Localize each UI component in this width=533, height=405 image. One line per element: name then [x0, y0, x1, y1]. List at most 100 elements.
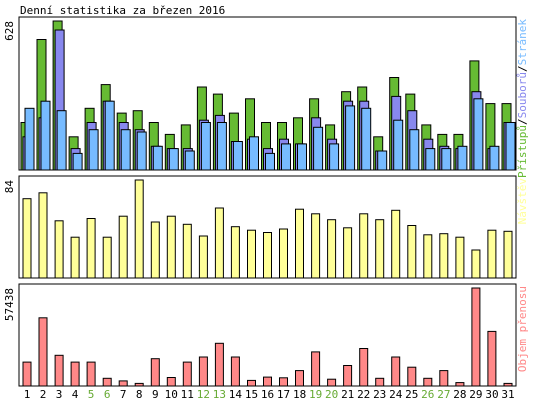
x-tick-label-day-11: 11 [181, 388, 194, 401]
bar-visits-day-7 [118, 215, 128, 279]
bar-pages-day-28 [457, 145, 468, 171]
bar-visits-day-27 [439, 233, 449, 279]
bar-visits-day-8 [134, 179, 144, 279]
x-tick-label-day-9: 9 [152, 388, 159, 401]
bar-kbytes-day-28 [455, 382, 465, 387]
bar-visits-day-1 [22, 198, 32, 279]
x-tick-label-day-25: 25 [405, 388, 418, 401]
bar-pages-day-29 [473, 98, 484, 171]
bar-kbytes-day-22 [359, 348, 369, 387]
bar-pages-day-25 [409, 129, 420, 171]
bar-pages-day-1 [24, 107, 35, 171]
bar-pages-day-18 [297, 143, 307, 171]
bar-kbytes-day-9 [150, 358, 160, 387]
bar-visits-day-22 [359, 213, 369, 279]
bar-visits-day-10 [166, 215, 176, 279]
bar-pages-day-30 [489, 145, 500, 171]
bar-kbytes-day-26 [423, 377, 433, 387]
bar-visits-day-18 [295, 208, 304, 279]
bar-visits-day-16 [263, 232, 272, 279]
x-tick-label-day-18: 18 [293, 388, 306, 401]
panel-scale-label: 57438 [3, 288, 16, 321]
bar-pages-day-5 [88, 129, 99, 171]
bar-kbytes-day-23 [375, 377, 385, 387]
panel-visits: 84 Návštěv [3, 175, 529, 279]
x-tick-label-day-20: 20 [325, 388, 338, 401]
bar-visits-day-26 [423, 234, 433, 279]
bar-kbytes-day-31 [503, 382, 513, 387]
x-tick-label-day-3: 3 [56, 388, 63, 401]
bar-kbytes-day-29 [471, 287, 481, 387]
bar-pages-day-14 [232, 141, 243, 171]
bar-kbytes-day-25 [407, 366, 417, 387]
x-tick-label-day-12: 12 [197, 388, 210, 401]
bar-visits-day-29 [471, 249, 481, 279]
bar-pages-day-4 [72, 152, 83, 171]
x-tick-label-day-19: 19 [309, 388, 322, 401]
bar-pages-day-6 [104, 100, 115, 171]
x-tick-label-day-15: 15 [245, 388, 258, 401]
bar-pages-day-3 [56, 110, 67, 171]
legend-separator: / [516, 118, 529, 125]
x-axis-day-labels: 1 2 3 4 5 6 7 8 9 10 11 12 13 14 15 16 17 18 19 20 21 22 23 24 2… [24, 388, 515, 401]
bar-pages-day-11 [184, 150, 195, 171]
x-tick-label-day-13: 13 [213, 388, 226, 401]
bar-visits-day-28 [455, 236, 465, 279]
bar-kbytes-day-14 [230, 356, 240, 387]
bar-kbytes-day-15 [247, 379, 256, 387]
chart-title: Denní statistika za březen 2016 [20, 4, 225, 17]
x-tick-label-day-30: 30 [485, 388, 498, 401]
bar-visits-day-13 [214, 207, 224, 279]
bar-kbytes-day-4 [70, 361, 80, 387]
bar-visits-day-31 [503, 230, 513, 279]
panel-hits-files-pages: 628 Přístupů/Souborů/Stránek [3, 16, 529, 178]
bar-pages-day-2 [40, 100, 51, 171]
panel-scale-label: 84 [3, 180, 16, 194]
bar-kbytes-day-30 [487, 330, 497, 387]
bar-kbytes-day-18 [295, 370, 304, 387]
x-tick-label-day-10: 10 [165, 388, 178, 401]
bar-kbytes-day-11 [182, 361, 192, 387]
bar-pages-day-10 [168, 148, 179, 171]
bar-pages-day-12 [200, 122, 211, 171]
bar-visits-day-9 [150, 221, 160, 279]
bar-visits-day-19 [311, 213, 321, 279]
bar-visits-day-4 [70, 236, 80, 279]
bar-visits-day-24 [391, 209, 401, 279]
legend-hits: Přístupů [516, 125, 529, 178]
bar-visits-day-3 [54, 220, 64, 279]
bar-kbytes-day-27 [439, 370, 449, 387]
bar-kbytes-day-13 [214, 342, 224, 387]
bar-pages-day-15 [249, 136, 259, 171]
x-tick-label-day-23: 23 [373, 388, 386, 401]
bar-pages-day-8 [136, 131, 147, 171]
x-tick-label-day-21: 21 [341, 388, 354, 401]
bar-kbytes-day-5 [86, 361, 96, 387]
panel-legend: Návštěv [516, 178, 529, 225]
legend-separator: / [516, 65, 529, 72]
bar-pages-day-16 [265, 152, 275, 171]
bar-pages-day-9 [152, 145, 163, 171]
x-tick-label-day-29: 29 [469, 388, 482, 401]
bar-visits-day-15 [247, 229, 256, 279]
bar-kbytes-day-21 [343, 365, 353, 387]
bar-kbytes-day-1 [22, 361, 32, 387]
bar-pages-day-24 [393, 119, 404, 171]
bar-kbytes-day-12 [198, 356, 208, 387]
x-tick-label-day-8: 8 [136, 388, 143, 401]
x-tick-label-day-4: 4 [72, 388, 79, 401]
bar-kbytes-day-20 [327, 378, 337, 387]
x-tick-label-day-1: 1 [24, 388, 31, 401]
bar-pages-day-13 [216, 122, 227, 171]
panel-scale-label: 628 [3, 21, 16, 41]
panel-legend: Přístupů/Souborů/Stránek [516, 19, 529, 178]
bar-visits-day-25 [407, 225, 417, 279]
bar-pages-day-17 [281, 143, 291, 171]
bar-kbytes-day-16 [263, 376, 272, 387]
panel-kbytes: 57438 Objem přenosu [3, 283, 529, 387]
x-tick-label-day-5: 5 [88, 388, 95, 401]
x-tick-label-day-14: 14 [229, 388, 243, 401]
bar-kbytes-day-6 [102, 377, 112, 387]
bar-visits-day-17 [279, 228, 288, 279]
